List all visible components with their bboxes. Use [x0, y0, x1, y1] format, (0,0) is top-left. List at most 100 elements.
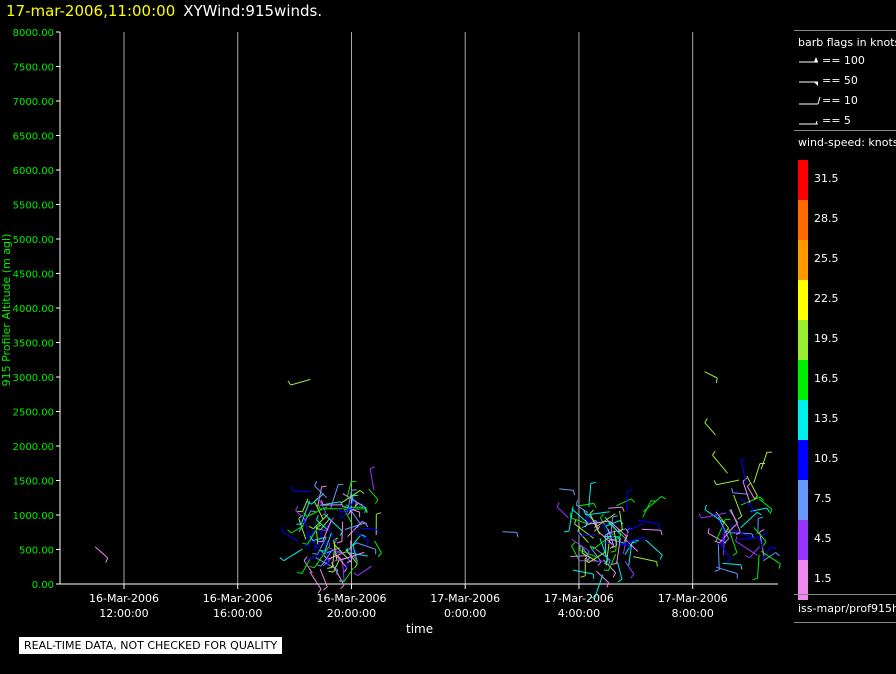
wind-barb: [762, 546, 772, 559]
wind-barb: [619, 510, 623, 530]
speed-swatch: [798, 480, 808, 520]
legend-divider: [794, 30, 896, 31]
wind-barb-flag: [584, 559, 589, 564]
wind-barb: [568, 506, 574, 532]
wind-barb: [609, 520, 627, 537]
wind-barb-flag: [575, 500, 578, 506]
wind-barb: [712, 454, 728, 474]
wind-barb: [643, 496, 662, 512]
wind-barb-flag: [589, 545, 595, 550]
wind-barb: [357, 565, 372, 577]
wind-barb: [315, 557, 338, 571]
wind-barb: [374, 540, 382, 554]
data-source-label: iss-mapr/prof915h: [798, 602, 896, 615]
wind-barb-flag: [340, 584, 345, 590]
wind-barb-flag: [321, 500, 324, 506]
y-tick-label: 6500.00: [13, 132, 54, 143]
wind-barb: [502, 531, 517, 533]
wind-barb-flag: [715, 377, 718, 384]
wind-barb: [730, 509, 741, 532]
wind-barb: [616, 498, 632, 507]
y-tick-label: 7000.00: [13, 97, 54, 108]
wind-barb: [572, 569, 594, 575]
wind-barb: [343, 508, 366, 511]
wind-barb-flag: [660, 530, 663, 536]
speed-swatch: [798, 320, 808, 360]
wind-barb-flag: [309, 565, 315, 569]
wind-barb-flag: [308, 525, 314, 530]
wind-barb-flag: [302, 542, 308, 545]
wind-barb-flag: [312, 547, 317, 552]
wind-barb: [344, 522, 366, 530]
wind-barb-flag: [309, 536, 314, 541]
wind-barb-flag: [732, 552, 738, 556]
wind-barb-flag: [326, 522, 331, 527]
wind-barb: [599, 538, 609, 561]
wind-barb: [739, 536, 759, 541]
wind-barb-flag: [750, 508, 754, 514]
wind-barb-flag: [726, 558, 731, 563]
wind-barb: [701, 512, 727, 519]
wind-barb: [608, 553, 617, 571]
wind-barb-flag: [589, 509, 594, 514]
wind-barb-flag: [712, 450, 716, 456]
wind-barb-flag: [597, 561, 602, 566]
wind-barb-flag: [352, 494, 359, 497]
wind-barb-flag: [581, 548, 584, 554]
wind-barb: [760, 550, 781, 565]
wind-barb: [295, 510, 307, 522]
wind-barb: [641, 528, 661, 531]
wind-barb: [571, 545, 581, 562]
legend-panel: barb flags in knots == 100 == 50 == 10 =…: [794, 30, 896, 624]
wind-barb-flag: [290, 485, 294, 491]
wind-barb-flag: [317, 504, 321, 510]
wind-barb-flag: [369, 466, 375, 470]
wind-barb: [717, 544, 720, 570]
y-tick-label: 5500.00: [13, 201, 54, 212]
wind-barb-flag: [641, 537, 646, 542]
wind-barb-flag: [303, 512, 308, 517]
barb-100-icon: [799, 57, 818, 63]
plot-grid: [123, 32, 694, 584]
wind-barb: [742, 481, 751, 504]
wind-barb: [733, 494, 743, 517]
wind-barb: [731, 528, 756, 540]
wind-barb: [342, 499, 356, 518]
wind-barb: [753, 463, 761, 484]
wind-barb-flag: [698, 513, 702, 519]
wind-barb-flag: [704, 418, 708, 423]
x-tick-label-time: 0:00:00: [444, 607, 486, 620]
wind-barb: [589, 513, 601, 535]
wind-barb-flag: [337, 555, 342, 561]
wind-barb: [574, 523, 595, 539]
wind-barb: [758, 498, 773, 510]
wind-barb-flag: [707, 528, 710, 534]
x-tick-label-time: 12:00:00: [99, 607, 148, 620]
wind-barb: [324, 532, 332, 552]
wind-barb-flag: [612, 572, 617, 578]
wind-barb: [292, 490, 311, 493]
wind-barb: [619, 537, 643, 546]
wind-barb: [728, 528, 738, 553]
wind-barb-flag: [735, 536, 738, 542]
wind-barb: [281, 530, 299, 542]
wind-barb: [732, 492, 749, 495]
wind-barb: [597, 530, 613, 545]
wind-barb-flag: [354, 563, 358, 569]
wind-barb-flag: [287, 529, 292, 534]
wind-barb: [330, 484, 339, 509]
wind-barb-flag: [752, 577, 758, 581]
y-tick-label: 1000.00: [13, 511, 54, 522]
wind-barb-flag: [556, 502, 560, 508]
y-axis-label: 915 Profiler Altitude (m agl): [0, 234, 13, 387]
speed-swatch-label: 13.5: [814, 412, 839, 425]
wind-barb-flag: [617, 534, 622, 540]
wind-barb-flag: [321, 485, 327, 488]
wind-barb-flag: [105, 557, 109, 563]
wind-barb: [625, 539, 639, 552]
wind-barb: [340, 505, 364, 513]
wind-barb: [571, 538, 590, 552]
wind-barb-flag: [584, 519, 588, 525]
wind-barb-flag: [762, 532, 768, 535]
wind-barb-flag: [376, 512, 382, 515]
